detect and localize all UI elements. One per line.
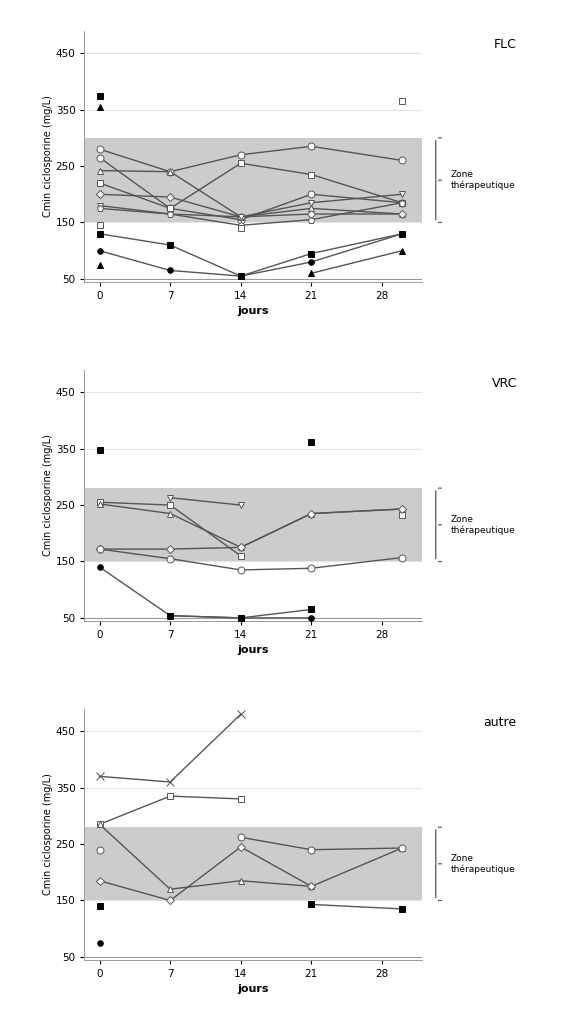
Text: autre: autre	[484, 716, 517, 729]
Y-axis label: Cmin ciclosporine (mg/L): Cmin ciclosporine (mg/L)	[43, 773, 53, 895]
Text: Zone
thérapeutique: Zone thérapeutique	[451, 171, 516, 190]
Bar	[84, 827, 422, 901]
Text: VRC: VRC	[491, 377, 517, 390]
Text: Zone
thérapeutique: Zone thérapeutique	[451, 515, 516, 535]
Bar	[84, 488, 422, 562]
Text: Zone
thérapeutique: Zone thérapeutique	[451, 854, 516, 874]
Y-axis label: Cmin ciclosporine (mg/L): Cmin ciclosporine (mg/L)	[43, 434, 53, 556]
X-axis label: jours: jours	[238, 984, 269, 994]
X-axis label: jours: jours	[238, 306, 269, 317]
Y-axis label: Cmin ciclosporine (mg/L): Cmin ciclosporine (mg/L)	[43, 95, 53, 217]
Text: FLC: FLC	[494, 38, 517, 51]
X-axis label: jours: jours	[238, 645, 269, 655]
Bar	[84, 138, 422, 223]
